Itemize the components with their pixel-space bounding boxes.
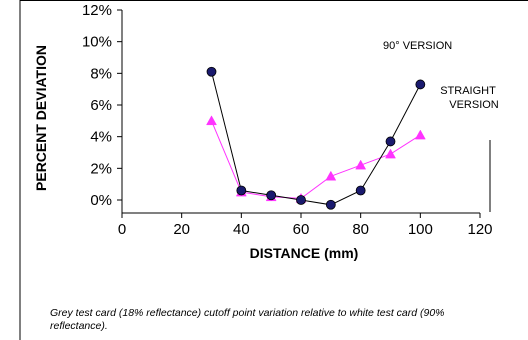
data-point-90-version [355,185,366,196]
data-point-straight-version [355,159,367,170]
annotation-version: VERSION [449,99,499,111]
data-point-90-version [206,66,217,77]
x-tick-label: 40 [233,221,250,238]
y-axis-title: PERCENT DEVIATION [33,45,49,191]
series-line-90-version [211,71,421,206]
data-point-straight-version [325,170,337,181]
series-lines [211,71,421,206]
x-tick-label: 60 [293,221,310,238]
series-line-straight-version [211,120,421,199]
data-point-straight-version [206,115,217,126]
y-tick-label: 2% [90,160,112,177]
data-point-90-version [385,136,396,147]
series-markers [206,66,426,210]
annotation-90-version: 90° VERSION [383,40,452,52]
y-tick-label: 8% [90,65,112,82]
figure-caption: Grey test card (18% reflectance) cutoff … [50,307,445,332]
x-tick-label: 0 [118,221,126,238]
data-point-straight-version [414,129,426,140]
y-tick-label: 0% [90,192,112,209]
data-point-90-version [236,185,247,196]
annotation-straight: STRAIGHT [440,85,496,97]
data-point-90-version [296,195,306,205]
y-tick-label: 4% [90,129,112,146]
y-tick-label: 10% [82,34,112,51]
axis-ticks: 0% 2% 4% 6% 8% 10% 12% 0 20 40 60 80 100 120 [82,2,493,238]
data-point-straight-version [385,148,396,159]
x-tick-label: 120 [467,221,492,238]
x-tick-label: 100 [408,221,433,238]
y-tick-label: 12% [82,2,112,19]
data-point-90-version [415,79,426,90]
y-tick-label: 6% [90,97,112,114]
x-axis-title: DISTANCE (mm) [250,245,359,261]
x-tick-label: 20 [173,221,190,238]
x-tick-label: 80 [352,221,369,238]
data-point-90-version [325,199,336,210]
data-point-90-version [266,190,277,201]
